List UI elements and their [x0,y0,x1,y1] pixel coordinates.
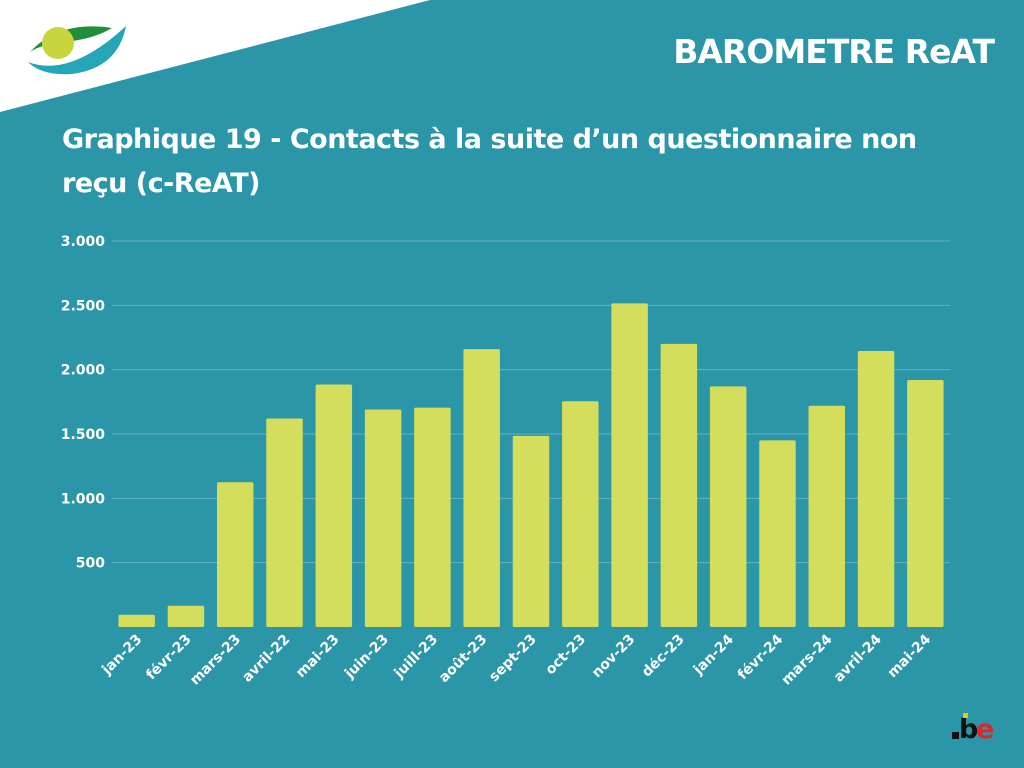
inami-logo-icon [0,0,430,112]
x-tick-label: sept-23 [486,632,540,686]
y-tick-label: 2.000 [61,363,106,379]
bar [808,405,846,627]
y-tick-label: 1.000 [61,491,106,507]
bar [709,386,747,627]
bar [167,605,205,627]
y-axis-tick-labels: 500 1.000 1.500 2.000 2.500 3.000 [61,234,106,572]
bar [907,379,944,627]
bar [512,435,550,627]
bar [660,343,698,627]
bars [118,303,944,627]
bar [463,349,500,627]
svg-text:e: e [976,714,993,742]
bar [364,409,402,627]
bar [414,407,451,627]
x-tick-label: jan-24 [690,631,737,678]
chart-title: Graphique 19 - Contacts à la suite d’un … [62,124,917,199]
x-tick-label: févr-23 [143,632,195,684]
x-tick-label: nov-23 [589,632,639,682]
bar [562,401,599,627]
bar [266,418,303,627]
x-tick-label: mai-23 [293,632,343,682]
y-tick-label: 2.500 [61,298,106,314]
bar [611,303,648,627]
x-tick-label: avril-24 [831,631,885,685]
x-tick-label: mars-23 [187,632,244,689]
svg-text:b: b [959,714,978,742]
bar [759,440,796,627]
y-tick-label: 3.000 [61,234,106,250]
bar [216,482,254,627]
x-tick-label: jan-23 [98,632,145,679]
x-tick-label: mai-24 [885,631,935,681]
x-tick-label: déc-23 [639,632,688,681]
bar [857,351,895,627]
x-tick-label: oct-23 [543,632,590,679]
belgium-be-logo-icon: b e [952,713,994,742]
x-tick-label: juill-23 [391,632,442,683]
brand-title: BAROMETRE ReAT [673,32,995,71]
bar [315,384,353,627]
x-tick-label: août-23 [436,632,490,686]
x-tick-label: févr-24 [735,631,787,683]
x-tick-label: juin-23 [341,632,392,683]
bar [118,614,155,627]
y-tick-label: 1.500 [61,427,106,443]
y-tick-label: 500 [76,556,105,572]
x-tick-label: mars-24 [779,631,836,688]
x-tick-label: avril-22 [239,632,293,686]
